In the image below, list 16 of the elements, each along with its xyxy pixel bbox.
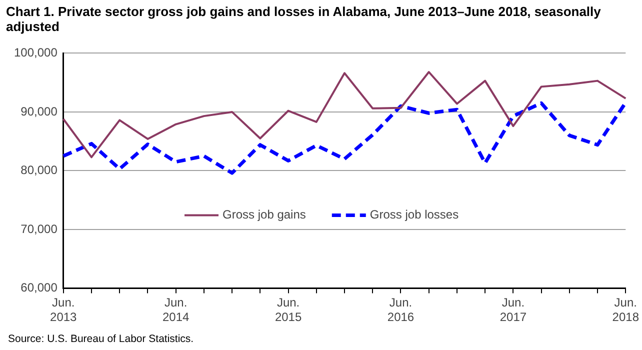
legend-label: Gross job gains (222, 208, 306, 222)
y-tick-label: 100,000 (14, 46, 58, 60)
x-tick-label: Jun. 2018 (612, 296, 640, 324)
x-tick-label: Jun. 2017 (500, 296, 527, 324)
x-tick-label: Jun. 2014 (162, 296, 190, 324)
y-tick-label: 90,000 (20, 104, 58, 118)
source-note: Source: U.S. Bureau of Labor Statistics. (8, 333, 194, 345)
legend-label: Gross job losses (370, 208, 459, 222)
x-tick-label: Jun. 2013 (50, 296, 78, 324)
y-tick-label: 60,000 (20, 280, 58, 295)
chart-title: Chart 1. Private sector gross job gains and losses in Alabama, June 2013–June 2018, seasonally adjusted (6, 4, 602, 34)
x-tick-label: Jun. 2016 (387, 296, 414, 324)
line-series (62, 100, 628, 175)
y-tick-label: 70,000 (20, 222, 58, 236)
x-tick-label: Jun. 2015 (274, 296, 302, 324)
y-tick-label: 80,000 (20, 163, 58, 178)
